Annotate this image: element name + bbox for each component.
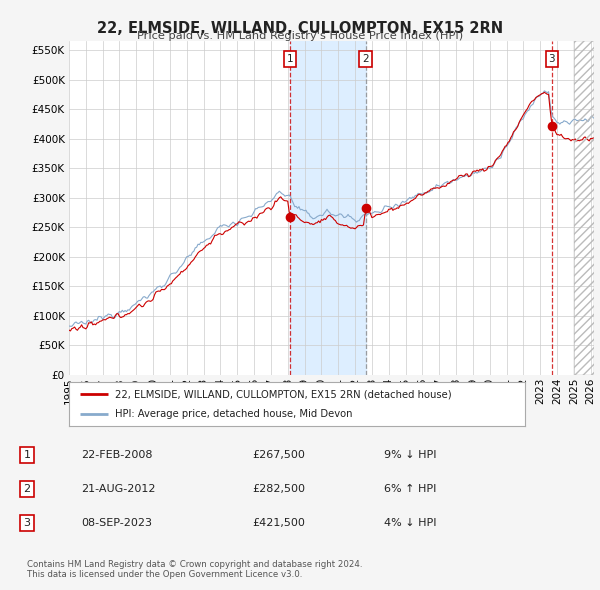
Text: 4% ↓ HPI: 4% ↓ HPI [384,519,437,528]
Text: 3: 3 [548,54,555,64]
Text: 22-FEB-2008: 22-FEB-2008 [81,450,152,460]
Text: 2: 2 [23,484,31,494]
Text: Contains HM Land Registry data © Crown copyright and database right 2024.
This d: Contains HM Land Registry data © Crown c… [27,560,362,579]
Text: Price paid vs. HM Land Registry's House Price Index (HPI): Price paid vs. HM Land Registry's House … [137,31,463,41]
Text: £421,500: £421,500 [252,519,305,528]
Bar [574,41,594,375]
Text: 08-SEP-2023: 08-SEP-2023 [81,519,152,528]
Text: 21-AUG-2012: 21-AUG-2012 [81,484,155,494]
Text: 22, ELMSIDE, WILLAND, CULLOMPTON, EX15 2RN: 22, ELMSIDE, WILLAND, CULLOMPTON, EX15 2… [97,21,503,35]
Text: 6% ↑ HPI: 6% ↑ HPI [384,484,436,494]
Text: £282,500: £282,500 [252,484,305,494]
Bar [290,41,365,375]
Text: £267,500: £267,500 [252,450,305,460]
Text: 1: 1 [23,450,31,460]
Text: 1: 1 [286,54,293,64]
Text: HPI: Average price, detached house, Mid Devon: HPI: Average price, detached house, Mid … [115,409,352,418]
Text: 2: 2 [362,54,369,64]
Text: 3: 3 [23,519,31,528]
Text: 9% ↓ HPI: 9% ↓ HPI [384,450,437,460]
Text: 22, ELMSIDE, WILLAND, CULLOMPTON, EX15 2RN (detached house): 22, ELMSIDE, WILLAND, CULLOMPTON, EX15 2… [115,389,451,399]
